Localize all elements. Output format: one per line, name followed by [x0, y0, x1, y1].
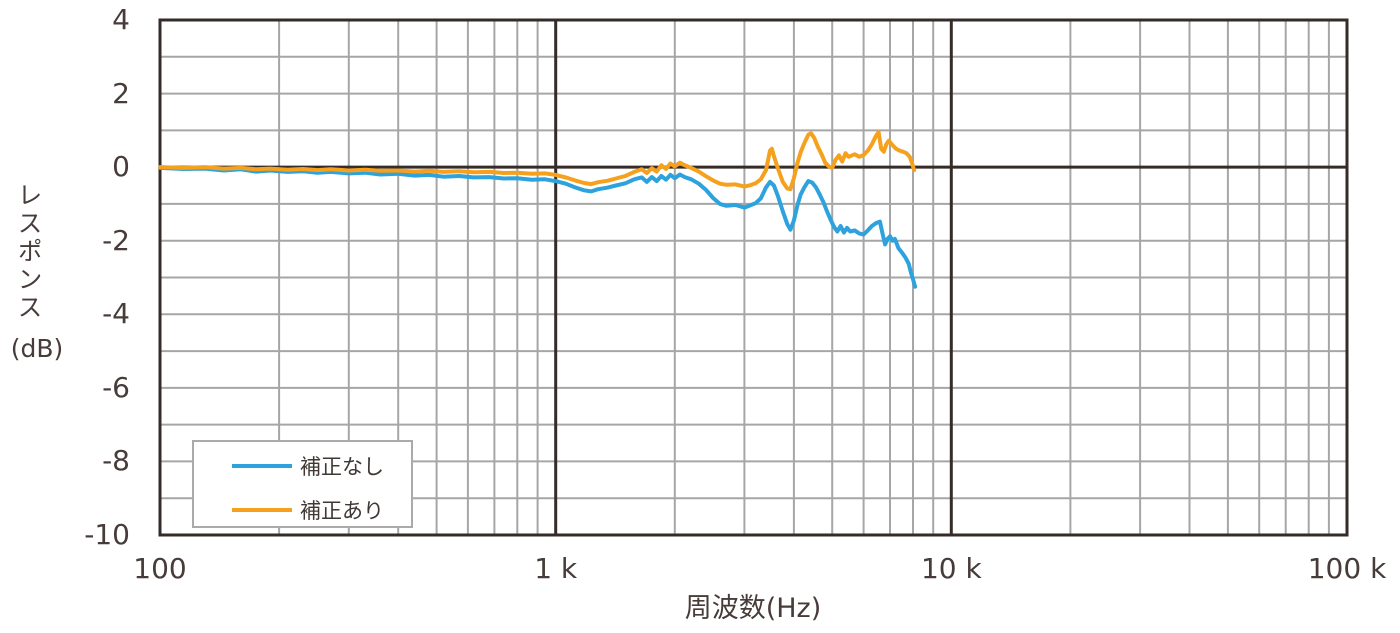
legend-swatch-uncorrected [232, 464, 292, 468]
legend-label-corrected: 補正あり [300, 499, 384, 523]
legend-item-corrected: 補正あり [194, 495, 411, 525]
legend-swatch-corrected [232, 508, 292, 512]
legend-label-uncorrected: 補正なし [300, 455, 384, 479]
series-line-corrected [158, 130, 917, 192]
legend-item-uncorrected: 補正なし [194, 451, 411, 481]
legend: 補正なし 補正あり [192, 440, 413, 528]
series-line-uncorrected [158, 165, 918, 289]
plot-frame [158, 18, 1349, 537]
